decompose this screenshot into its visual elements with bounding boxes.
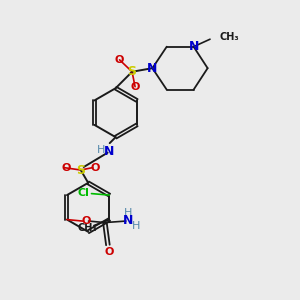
Text: H: H — [132, 221, 140, 231]
Text: CH₃: CH₃ — [220, 32, 239, 42]
Text: N: N — [103, 145, 114, 158]
Text: N: N — [188, 40, 199, 53]
Text: N: N — [123, 214, 133, 227]
Text: CH₃: CH₃ — [77, 223, 97, 233]
Text: S: S — [76, 164, 85, 176]
Text: O: O — [82, 216, 91, 226]
Text: O: O — [90, 163, 100, 172]
Text: O: O — [130, 82, 140, 92]
Text: H: H — [124, 208, 132, 218]
Text: H: H — [97, 145, 105, 155]
Text: Cl: Cl — [77, 188, 89, 198]
Text: O: O — [62, 163, 71, 172]
Text: O: O — [115, 55, 124, 65]
Text: O: O — [104, 247, 114, 256]
Text: N: N — [147, 62, 158, 75]
Text: S: S — [128, 65, 136, 78]
